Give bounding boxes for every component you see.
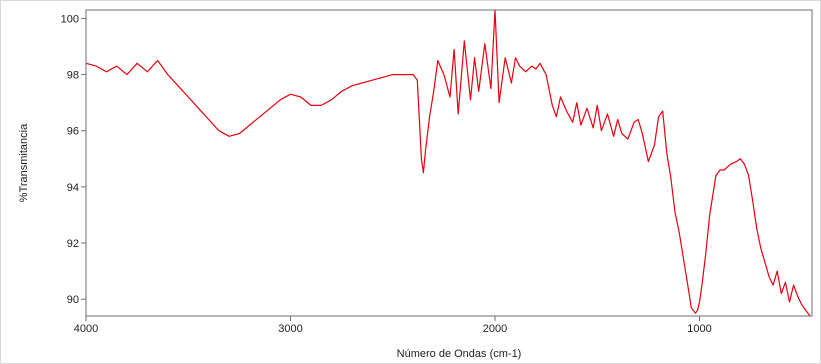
x-axis-title: Número de Ondas (cm-1): [397, 348, 522, 360]
y-axis-title: %Transmitancia: [18, 123, 30, 202]
x-tick-label: 2000: [483, 323, 507, 335]
plot-frame: [85, 9, 813, 317]
x-tick-label: 4000: [74, 323, 98, 335]
transmittance-series-line: [85, 9, 811, 317]
tick-marks: [81, 17, 701, 321]
x-tick-label: 1000: [687, 323, 711, 335]
y-tick-label: 98: [67, 70, 79, 82]
plot-layer: [85, 9, 811, 317]
y-tick-label: 94: [67, 182, 79, 194]
y-tick-label: 96: [67, 126, 79, 138]
x-tick-label: 3000: [278, 323, 302, 335]
tick-labels: 4000 3000 2000 1000 90 92 94 96 98 100: [61, 13, 712, 335]
y-tick-label: 90: [67, 294, 79, 306]
plot-background: [86, 10, 812, 316]
y-tick-label: 92: [67, 238, 79, 250]
y-tick-label: 100: [61, 13, 79, 25]
